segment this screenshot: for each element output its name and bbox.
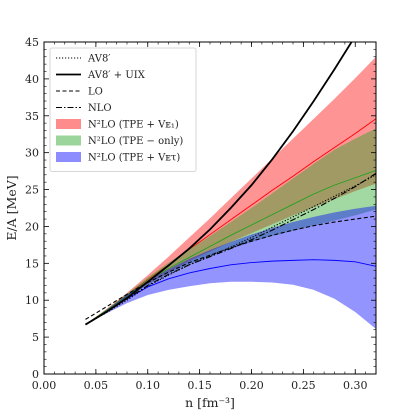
y-axis-title: E/A [MeV]: [4, 175, 19, 240]
legend: AV8′ AV8′ + UIX LO NLO N²LO (TPE + Vᴇ₁) N²LO …: [49, 47, 197, 172]
band-n-lo-tpe-v: [85, 205, 376, 329]
x-tick-label: 0.20: [239, 379, 264, 392]
x-tick-label: 0.30: [343, 379, 368, 392]
legend-label-n-lo-tpe-v: N²LO (TPE + Vᴇ₁): [88, 120, 179, 131]
y-tick-label: 35: [25, 110, 39, 123]
y-tick-label: 30: [25, 147, 39, 160]
legend-label-n-lo-tpe-only: N²LO (TPE − only): [88, 136, 183, 147]
line-lo: [85, 215, 376, 320]
band-n-lo-tpe-v: [85, 56, 376, 325]
x-axis-title: n [fm⁻³]: [185, 395, 235, 410]
band-n-lo-tpe-only: [85, 128, 376, 325]
legend-swatch-n-lo-tpe-only: [56, 135, 81, 146]
legend-label-nlo: NLO: [88, 103, 112, 114]
legend-label-n-lo-tpe-v: N²LO (TPE + Vᴇτ): [88, 153, 180, 164]
line-av8-uix: [85, 42, 353, 326]
band-central-n-lo-tpe-v: [85, 118, 376, 325]
plot-area: [85, 42, 376, 329]
band-central-n-lo-tpe-only: [85, 169, 376, 325]
x-tick-label: 0.25: [291, 379, 316, 392]
legend-swatch-n-lo-tpe-v: [56, 119, 81, 129]
y-tick-label: 5: [32, 331, 39, 344]
y-tick-label: 45: [25, 36, 39, 49]
y-tick-label: 20: [25, 220, 39, 233]
band-central-n-lo-tpe-v: [85, 259, 376, 325]
legend-box: [49, 47, 197, 172]
y-tick-label: 10: [25, 294, 39, 307]
y-tick-label: 15: [25, 257, 39, 270]
y-tick-label: 40: [25, 73, 39, 86]
x-tick-label: 0.00: [32, 379, 57, 392]
x-tick-label: 0.05: [84, 379, 109, 392]
x-tick-label: 0.15: [187, 379, 212, 392]
line-nlo: [85, 172, 376, 326]
legend-swatch-n-lo-tpe-v: [56, 152, 81, 162]
legend-label-lo: LO: [88, 87, 103, 98]
legend-label-av8-uix: AV8′ + UIX: [87, 70, 146, 81]
y-tick-label: 0: [32, 368, 39, 381]
legend-label-av8: AV8′: [87, 54, 111, 65]
x-tick-label: 0.10: [136, 379, 161, 392]
axes: 0.00 0.05 0.10 0.15 0.20 0.25 0.30 0 5 10 15 20 25 30…: [25, 36, 376, 392]
y-tick-label: 25: [25, 184, 39, 197]
